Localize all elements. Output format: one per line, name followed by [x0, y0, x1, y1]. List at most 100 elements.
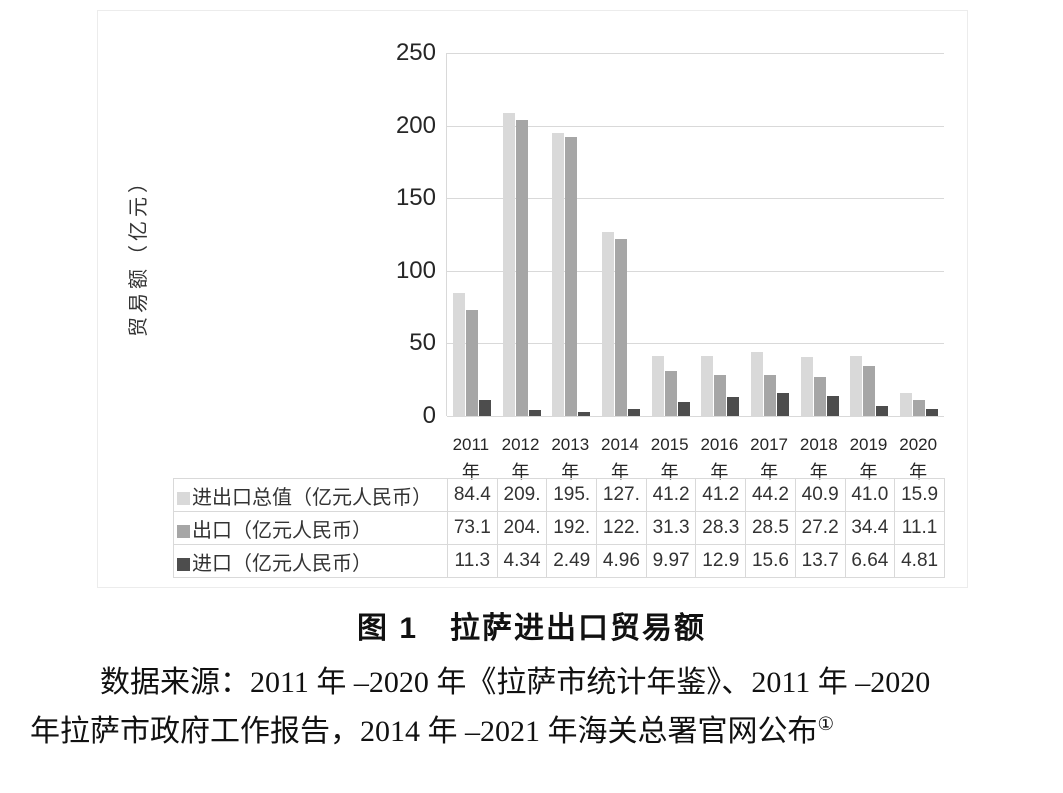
bar-total-2011 — [452, 293, 465, 416]
x-label-year: 2014 — [601, 435, 639, 454]
x-label-2012: 2012 年 — [496, 435, 546, 482]
bar-group-2015 — [646, 53, 696, 416]
bar-total-2014 — [601, 232, 614, 416]
x-label-2020: 2020 年 — [893, 435, 943, 482]
legend-cell-import: 进口（亿元人民币） — [173, 544, 448, 578]
bar-import-2017 — [777, 393, 790, 416]
bar-export-2014 — [614, 239, 627, 416]
x-label-suffix: 年 — [760, 462, 779, 482]
value-import-2013: 2.49 — [546, 544, 598, 578]
table-row-export: 出口（亿元人民币） 73.1 204. 192. 122. 31.3 28.3 28.5 27.… — [173, 511, 945, 545]
data-source: 数据来源：2011 年 –2020 年《拉萨市统计年鉴》、2011 年 –202… — [30, 658, 1033, 756]
figure-caption: 图 1 拉萨进出口贸易额 — [356, 612, 707, 645]
bar-export-2013 — [565, 137, 578, 416]
source-line-2-text: 年拉萨市政府工作报告，2014 年 –2021 年海关总署官网公布 — [30, 715, 818, 748]
x-label-suffix: 年 — [809, 462, 828, 482]
legend-marker-total — [177, 491, 190, 505]
bar-group-2011 — [447, 53, 497, 416]
value-export-2018: 27.2 — [794, 511, 846, 545]
y-tick-0: 0 — [422, 402, 436, 429]
source-line-1: 数据来源：2011 年 –2020 年《拉萨市统计年鉴》、2011 年 –202… — [100, 666, 931, 699]
x-label-2018: 2018 年 — [794, 435, 844, 482]
bar-export-2012 — [515, 120, 528, 416]
x-label-year: 2016 — [700, 435, 739, 454]
footnote-mark: ① — [817, 714, 835, 735]
x-label-suffix: 年 — [461, 462, 480, 482]
bar-import-2012 — [528, 410, 541, 416]
bar-export-2011 — [465, 310, 478, 416]
value-export-2012: 204. — [496, 511, 548, 545]
x-label-year: 2018 — [799, 435, 838, 454]
bar-export-2018 — [813, 377, 826, 416]
bar-export-2017 — [764, 375, 777, 416]
value-total-2014: 127. — [596, 478, 647, 512]
value-total-2018: 40.9 — [794, 478, 846, 512]
x-label-2017: 2017 年 — [744, 435, 794, 482]
x-label-2016: 2016 年 — [695, 435, 745, 482]
gridline-200 — [447, 125, 944, 127]
bar-total-2016 — [701, 356, 714, 416]
value-total-2017: 44.2 — [745, 478, 796, 512]
x-axis-labels: 2011 年 2012 年 2013 年 2014 年 2015 年 2016 年 2017 年 2018 年… — [446, 435, 943, 482]
bar-group-2018 — [795, 53, 845, 416]
value-total-2011: 84.4 — [447, 478, 498, 512]
y-axis-title: 贸易额（亿元） — [128, 169, 150, 337]
value-import-2015: 9.97 — [645, 544, 697, 578]
value-import-2016: 12.9 — [695, 544, 747, 578]
bar-total-2015 — [651, 356, 664, 416]
x-label-year: 2019 — [849, 435, 888, 454]
y-tick-250: 250 — [395, 39, 436, 66]
value-export-2020: 11.1 — [894, 511, 945, 545]
bar-total-2012 — [502, 113, 515, 416]
legend-marker-import — [177, 557, 190, 571]
table-row-total: 进出口总值（亿元人民币） 84.4 209. 195. 127. 41.2 41.2 44.2… — [173, 478, 945, 512]
gridline-0 — [447, 416, 944, 417]
series-name-total: 进出口总值（亿元人民币） — [192, 486, 432, 509]
bar-group-2017 — [745, 53, 795, 416]
plot-area — [446, 53, 944, 417]
bar-total-2018 — [800, 357, 813, 416]
x-label-year: 2012 — [501, 435, 540, 454]
bar-import-2015 — [677, 402, 690, 416]
value-total-2015: 41.2 — [645, 478, 697, 512]
x-label-2015: 2015 年 — [645, 435, 695, 482]
y-tick-50: 50 — [409, 329, 436, 357]
x-label-suffix: 年 — [610, 462, 629, 482]
bar-import-2013 — [578, 412, 591, 416]
x-label-2011: 2011 年 — [446, 435, 496, 482]
legend-marker-export — [177, 524, 190, 538]
value-total-2016: 41.2 — [695, 478, 747, 512]
value-export-2015: 31.3 — [645, 511, 697, 545]
value-import-2018: 13.7 — [794, 544, 846, 578]
legend-cell-total: 进出口总值（亿元人民币） — [173, 478, 448, 512]
bar-group-2020 — [894, 53, 944, 416]
gridline-50 — [447, 343, 944, 345]
source-line-2: 年拉萨市政府工作报告，2014 年 –2021 年海关总署官网公布① — [30, 707, 1033, 756]
value-total-2019: 41.0 — [844, 478, 896, 512]
value-import-2011: 11.3 — [447, 544, 498, 578]
x-label-2013: 2013 年 — [545, 435, 595, 482]
value-import-2019: 6.64 — [844, 544, 896, 578]
y-tick-200: 200 — [395, 111, 436, 139]
bar-group-2012 — [497, 53, 547, 416]
x-label-suffix: 年 — [909, 462, 928, 482]
value-export-2011: 73.1 — [447, 511, 498, 545]
bar-series-container — [447, 53, 944, 416]
series-name-import: 进口（亿元人民币） — [192, 552, 372, 575]
value-total-2012: 209. — [496, 478, 548, 512]
bar-group-2016 — [696, 53, 746, 416]
value-import-2014: 4.96 — [596, 544, 647, 578]
bar-group-2019 — [845, 53, 895, 416]
gridline-250 — [447, 53, 944, 54]
bar-import-2020 — [926, 409, 939, 416]
legend-cell-export: 出口（亿元人民币） — [173, 511, 448, 545]
bar-total-2017 — [751, 352, 764, 416]
bar-total-2013 — [552, 133, 565, 416]
x-label-year: 2011 — [452, 435, 490, 454]
bar-group-2014 — [596, 53, 646, 416]
bar-import-2011 — [478, 400, 491, 416]
x-label-suffix: 年 — [511, 462, 530, 482]
x-label-year: 2015 — [650, 435, 689, 454]
bar-import-2014 — [627, 409, 640, 416]
